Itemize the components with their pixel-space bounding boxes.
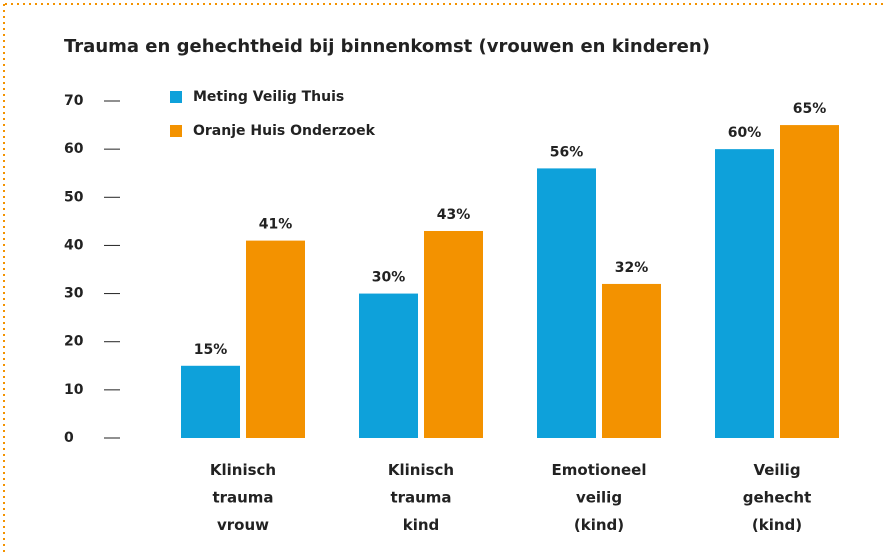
- y-tick-label: 70: [64, 93, 84, 109]
- x-tick-label: Emotioneel veilig (kind): [552, 461, 647, 534]
- x-tick-line: Klinisch: [388, 461, 454, 479]
- x-tick-line: Emotioneel: [552, 461, 647, 479]
- bar: [424, 230, 483, 438]
- x-tick-line: vrouw: [217, 516, 269, 534]
- value-label: 65%: [793, 101, 827, 117]
- x-tick-line: (kind): [574, 516, 624, 534]
- value-label: 43%: [437, 207, 471, 223]
- y-tick-label: 60: [64, 141, 84, 157]
- value-label: 15%: [194, 342, 228, 358]
- chart-title: Trauma en gehechtheid bij binnenkomst (v…: [64, 36, 710, 57]
- bar: [359, 293, 418, 438]
- legend-swatch: [170, 91, 182, 103]
- x-tick-line: (kind): [752, 516, 802, 534]
- x-tick-line: Veilig: [753, 461, 800, 479]
- x-tick-line: trauma: [390, 488, 451, 506]
- bar: [537, 168, 596, 438]
- x-tick-line: veilig: [576, 488, 622, 506]
- y-tick-label: 0: [64, 430, 74, 446]
- bar: [780, 125, 839, 439]
- x-tick-label: Klinisch trauma kind: [388, 461, 454, 534]
- bar: [246, 240, 305, 438]
- x-tick-line: kind: [403, 516, 440, 534]
- y-tick-label: 20: [64, 334, 84, 350]
- x-tick-line: Klinisch: [210, 461, 276, 479]
- value-label: 60%: [728, 125, 762, 141]
- bar: [181, 365, 240, 438]
- y-tick-label: 30: [64, 286, 84, 302]
- bar: [715, 149, 774, 438]
- x-tick-line: trauma: [212, 488, 273, 506]
- y-tick-label: 50: [64, 189, 84, 205]
- legend-swatch: [170, 125, 182, 137]
- y-tick-label: 40: [64, 237, 84, 253]
- legend-label: Oranje Huis Onderzoek: [193, 123, 376, 139]
- x-tick-label: Veilig gehecht (kind): [743, 461, 812, 534]
- x-tick-line: gehecht: [743, 488, 812, 506]
- value-label: 56%: [550, 144, 584, 160]
- bar: [602, 283, 661, 438]
- value-label: 30%: [372, 270, 406, 286]
- legend-label: Meting Veilig Thuis: [193, 89, 344, 105]
- x-tick-label: Klinisch trauma vrouw: [210, 461, 276, 534]
- value-label: 32%: [615, 260, 649, 276]
- y-tick-label: 10: [64, 382, 84, 398]
- value-label: 41%: [259, 217, 293, 233]
